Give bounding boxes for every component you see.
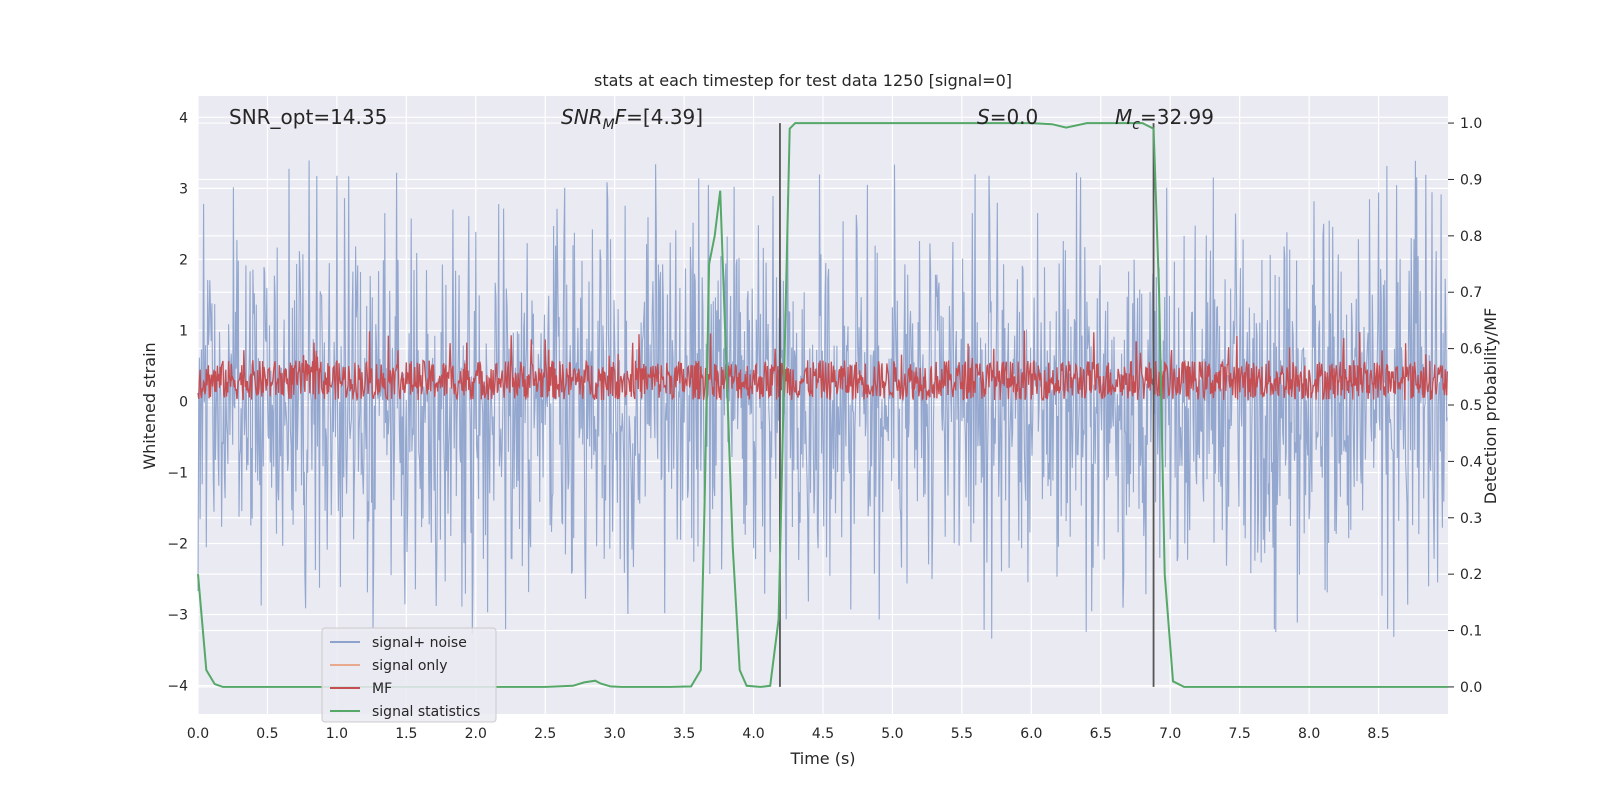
x-tick-label: 6.0 (1020, 726, 1042, 742)
x-tick-labels: 0.0 0.5 1.0 1.5 2.0 2.5 3.0 3.5 4.0 4.5 5.0 5.5 6.0 6… (187, 726, 1390, 742)
x-tick-label: 8.0 (1298, 726, 1320, 742)
legend-label: signal+ noise (372, 635, 467, 651)
x-tick-label: 0.5 (256, 726, 278, 742)
y2-tick-label: 0.4 (1460, 454, 1482, 470)
y-axis-label: Whitened strain (140, 342, 159, 469)
x-tick-label: 1.0 (326, 726, 348, 742)
y-tick-label: −3 (167, 608, 188, 624)
y-tick-label: −1 (167, 465, 188, 481)
y-tick-label: 1 (179, 323, 188, 339)
series-mf (197, 330, 1448, 402)
series-signal-statistics (197, 122, 1448, 688)
annotation-s: S=0.0 (977, 105, 1038, 129)
mf-line (197, 330, 1448, 402)
y2-tick-label: 0.5 (1460, 398, 1482, 414)
x-tick-label: 1.5 (395, 726, 417, 742)
y2-tick-label: 0.7 (1460, 285, 1482, 301)
annotation-snr-mf: SNRMF=[4.39] (561, 105, 703, 133)
signal-noise-line (197, 160, 1448, 639)
legend-label: signal only (372, 658, 447, 674)
x-tick-label: 5.0 (881, 726, 903, 742)
annotation-mc: Mc=32.99 (1115, 105, 1214, 133)
x-tick-label: 4.5 (812, 726, 834, 742)
chart-title: stats at each timestep for test data 125… (594, 71, 1012, 90)
series-signal-noise (197, 160, 1448, 639)
y2-tick-label: 1.0 (1460, 116, 1482, 132)
y2-tick-label: 0.3 (1460, 511, 1482, 527)
y2-tick-label: 0.0 (1460, 680, 1482, 696)
y2-tick-labels: 1.0 0.9 0.8 0.7 0.6 0.5 0.4 0.3 0.2 0.1 0.0 (1460, 116, 1482, 696)
y-tick-label: 0 (179, 394, 188, 410)
annotation-snr-opt: SNR_opt=14.35 (229, 105, 387, 129)
x-tick-label: 5.5 (951, 726, 973, 742)
x-tick-label: 7.5 (1229, 726, 1251, 742)
legend-label: MF (372, 681, 392, 697)
x-tick-label: 7.0 (1159, 726, 1181, 742)
x-tick-label: 0.0 (187, 726, 209, 742)
signal-statistics-line (197, 122, 1448, 688)
x-axis-label: Time (s) (789, 749, 855, 768)
y2-tick-label: 0.2 (1460, 567, 1482, 583)
x-tick-label: 6.5 (1090, 726, 1112, 742)
y-tick-label: −2 (167, 537, 188, 553)
y-tick-label: 3 (179, 181, 188, 197)
y-tick-label: 4 (179, 110, 188, 126)
y2-tick-label: 0.8 (1460, 229, 1482, 245)
y-tick-label: −4 (167, 679, 188, 695)
y2-axis-label: Detection probability/MF (1481, 308, 1500, 505)
y-tick-labels: 4 3 2 1 0 −1 −2 −3 −4 (167, 110, 188, 694)
x-tick-label: 2.0 (465, 726, 487, 742)
x-tick-label: 3.5 (673, 726, 695, 742)
y2-tick-label: 0.1 (1460, 624, 1482, 640)
x-tick-label: 3.0 (604, 726, 626, 742)
x-tick-label: 4.0 (742, 726, 764, 742)
x-tick-label: 8.5 (1367, 726, 1389, 742)
legend-label: signal statistics (372, 704, 480, 720)
y-tick-label: 2 (179, 252, 188, 268)
y2-tick-label: 0.6 (1460, 342, 1482, 358)
x-tick-label: 2.5 (534, 726, 556, 742)
legend: signal+ noise signal only MF signal statist… (321, 627, 497, 723)
y2-tick-label: 0.9 (1460, 172, 1482, 188)
legend-frame (321, 627, 497, 723)
